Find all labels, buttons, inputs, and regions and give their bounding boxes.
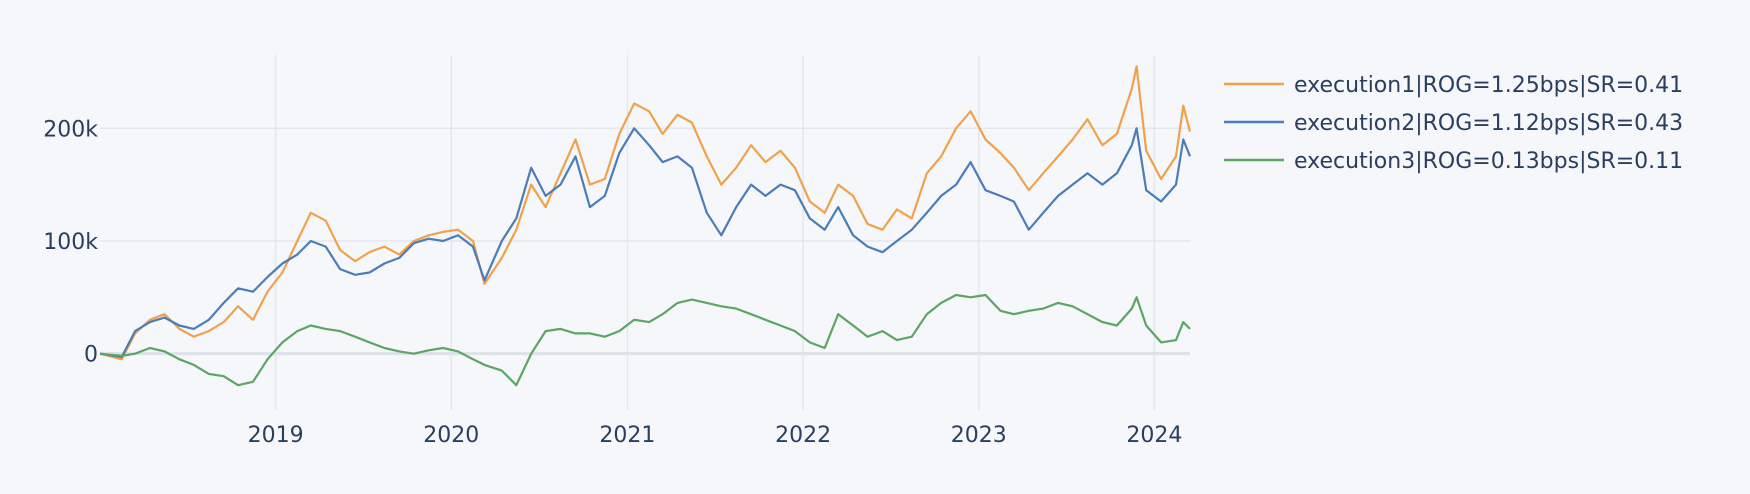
axis-layer: 2019 2020 2021 2022 2023 2024 0 100k 200k: [43, 117, 1182, 448]
legend-label-3: execution3|ROG=0.13bps|SR=0.11: [1294, 149, 1683, 174]
legend-label-2: execution2|ROG=1.12bps|SR=0.43: [1294, 111, 1683, 136]
x-tick-label-2019: 2019: [248, 423, 304, 448]
grid-layer: [100, 55, 1190, 410]
series-line-2: [99, 127, 1192, 359]
y-tick-label-0: 0: [84, 343, 98, 368]
x-tick-label-2022: 2022: [775, 423, 831, 448]
legend[interactable]: execution1|ROG=1.25bps|SR=0.41 execution2…: [1224, 73, 1683, 174]
x-tick-label-2020: 2020: [423, 423, 479, 448]
series-line-1: [99, 65, 1192, 361]
legend-item-3[interactable]: execution3|ROG=0.13bps|SR=0.11: [1224, 149, 1683, 174]
series-layer: [99, 65, 1192, 387]
legend-item-2[interactable]: execution2|ROG=1.12bps|SR=0.43: [1224, 111, 1683, 136]
series-line-3: [99, 293, 1191, 387]
x-tick-label-2021: 2021: [599, 423, 655, 448]
legend-item-1[interactable]: execution1|ROG=1.25bps|SR=0.41: [1224, 73, 1683, 98]
y-tick-label-200k: 200k: [43, 117, 98, 142]
x-tick-label-2024: 2024: [1126, 423, 1182, 448]
legend-label-1: execution1|ROG=1.25bps|SR=0.41: [1294, 73, 1683, 98]
y-tick-label-100k: 100k: [43, 230, 98, 255]
x-tick-label-2023: 2023: [951, 423, 1007, 448]
